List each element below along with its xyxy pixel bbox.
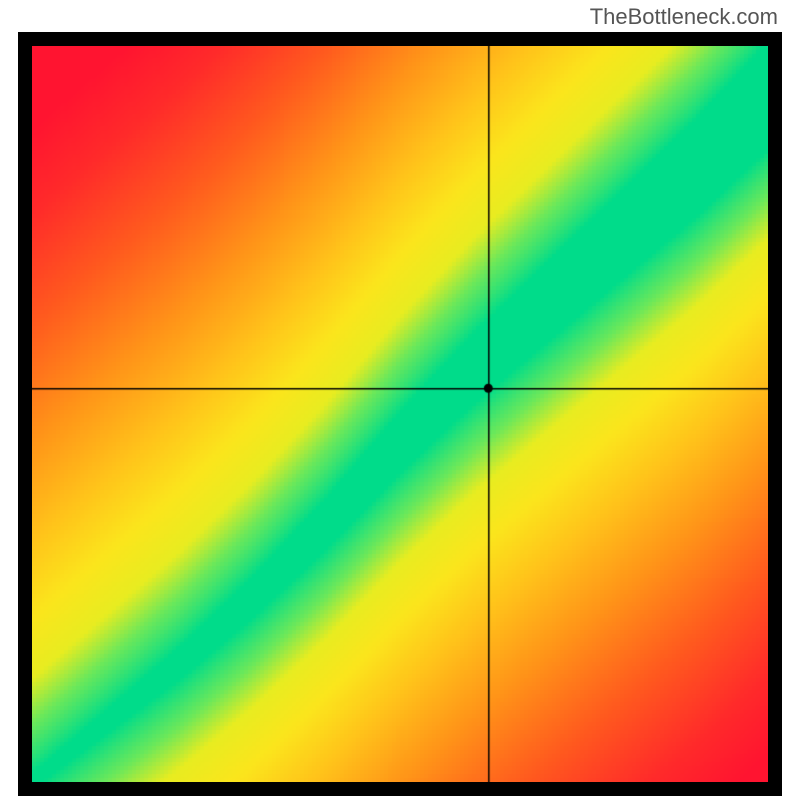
watermark-text: TheBottleneck.com [590,4,778,30]
bottleneck-heatmap [32,46,768,782]
chart-outer-frame [18,32,782,796]
chart-container: TheBottleneck.com [0,0,800,800]
